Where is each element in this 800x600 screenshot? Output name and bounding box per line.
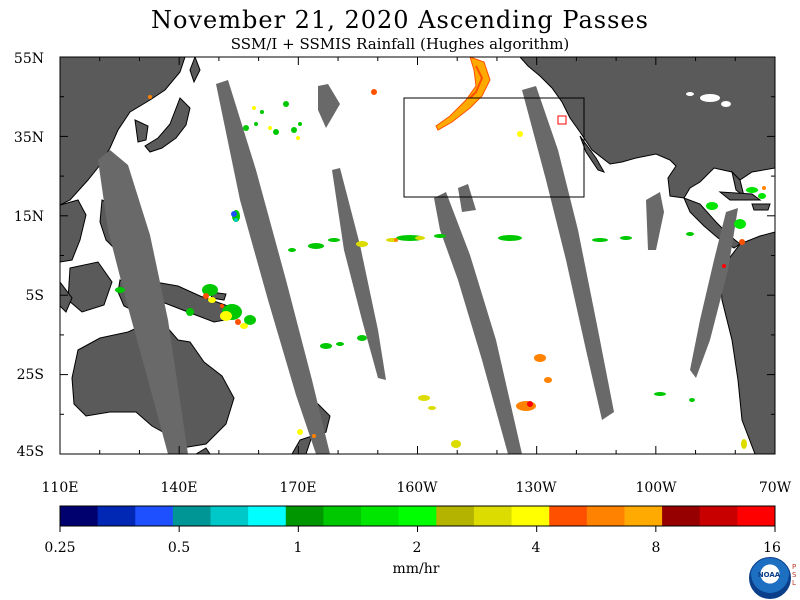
swath-9: [690, 208, 738, 378]
colorbar-label-16: 16: [763, 540, 781, 556]
colorbar-swatch: [323, 506, 362, 526]
lat-label-55n: 55N: [13, 51, 44, 67]
colorbar-label-4: 4: [531, 540, 541, 556]
lat-label-45s: 45S: [16, 444, 44, 460]
colorbar-swatch: [135, 506, 174, 526]
swath-2: [216, 80, 330, 454]
lat-label-25s: 25S: [16, 367, 44, 383]
colorbar-swatch: [210, 506, 249, 526]
lon-label-160w: 160W: [396, 480, 438, 496]
lat-label-35n: 35N: [13, 130, 44, 146]
colorbar-swatch: [586, 506, 625, 526]
colorbar-swatch: [473, 506, 513, 526]
noaa-logo-text: NOAA: [757, 571, 781, 579]
lat-label-15n: 15N: [13, 209, 44, 225]
colorbar-swatch: [511, 506, 550, 526]
swath-3: [318, 84, 340, 128]
colorbar-swatch: [248, 506, 287, 526]
rain-frontal-band: [435, 57, 491, 131]
colorbar-swatch: [398, 506, 437, 526]
land-new-zealand-south: [291, 435, 313, 454]
colorbar-units: mm/hr: [392, 561, 440, 577]
colorbar-label-2: 2: [412, 540, 422, 556]
swath-7: [522, 86, 614, 420]
map-subtitle: SSM/I + SSMIS Rainfall (Hughes algorithm…: [230, 35, 570, 53]
region-box: [403, 97, 585, 198]
lon-label-140e: 140E: [160, 480, 198, 496]
colorbar-label-0-25: 0.25: [44, 540, 76, 556]
land-sakhalin: [189, 57, 201, 84]
lon-label-170e: 170E: [279, 480, 317, 496]
land-tasmania: [195, 447, 211, 454]
swath-5: [434, 192, 522, 454]
missing-data-swaths: [98, 80, 738, 454]
noaa-logo: [749, 557, 791, 599]
swath-6: [458, 184, 476, 212]
lon-label-130w: 130W: [515, 480, 557, 496]
swath-8: [646, 192, 664, 250]
colorbar-swatch: [285, 506, 324, 526]
colorbar-swatch: [624, 506, 663, 526]
land-hispaniola: [751, 203, 771, 211]
colorbar-swatch: [737, 506, 776, 526]
colorbar-swatch: [549, 506, 588, 526]
rainfall-clusters: [115, 57, 766, 449]
colorbar: [59, 505, 776, 532]
colorbar-label-0-5: 0.5: [167, 540, 191, 556]
swath-4: [332, 168, 386, 380]
land-cuba: [718, 191, 762, 201]
colorbar-label-8: 8: [651, 540, 661, 556]
land-korea: [134, 119, 149, 143]
lat-label-5s: 5S: [25, 288, 45, 304]
colorbar-swatch: [436, 506, 475, 526]
swath-1: [98, 150, 188, 454]
colorbar-swatch: [60, 506, 99, 526]
land-baja: [579, 135, 606, 173]
tick-marks: [59, 56, 776, 455]
colorbar-swatch: [97, 506, 136, 526]
colorbar-swatch: [361, 506, 400, 526]
lon-label-110e: 110E: [41, 480, 79, 496]
land-japan: [144, 97, 191, 153]
colorbar-swatch: [699, 506, 738, 526]
land-sumatra: [60, 281, 73, 313]
colorbar-label-1: 1: [293, 540, 303, 556]
lakes: [686, 92, 731, 107]
colorbar-swatch: [662, 506, 701, 526]
lon-label-70w: 70W: [758, 480, 792, 496]
lon-label-100w: 100W: [635, 480, 677, 496]
colorbar-swatch: [172, 506, 212, 526]
map-title: November 21, 2020 Ascending Passes: [151, 6, 649, 34]
land-asia: [60, 57, 186, 206]
